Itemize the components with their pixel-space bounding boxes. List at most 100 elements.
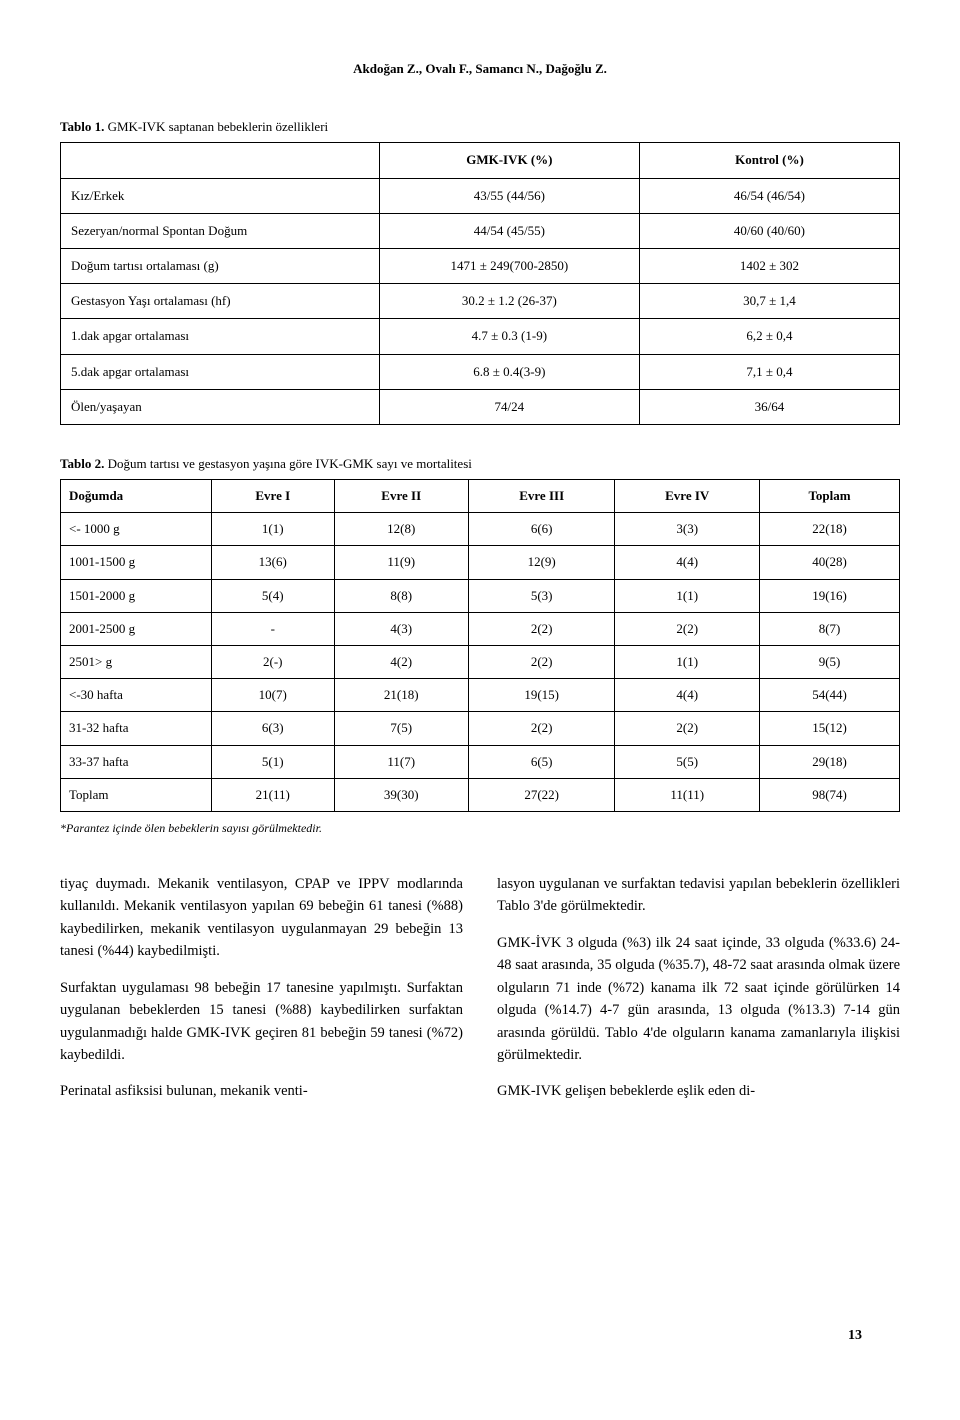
table1-cell-gmk: 4.7 ± 0.3 (1-9) xyxy=(379,319,639,354)
left-column: tiyaç duymadı. Mekanik ventilasyon, CPAP… xyxy=(60,873,463,1117)
table2-caption: Tablo 2. Doğum tartısı ve gestasyon yaşı… xyxy=(60,455,900,473)
table2-cell: 1(1) xyxy=(615,646,760,679)
table1-cell-gmk: 44/54 (45/55) xyxy=(379,213,639,248)
table-row: Kız/Erkek43/55 (44/56)46/54 (46/54) xyxy=(61,178,900,213)
table-row: 1501-2000 g5(4)8(8)5(3)1(1)19(16) xyxy=(61,579,900,612)
table2-cell: 40(28) xyxy=(760,546,900,579)
table1-cell-gmk: 1471 ± 249(700-2850) xyxy=(379,248,639,283)
table2: DoğumdaEvre IEvre IIEvre IIIEvre IVTopla… xyxy=(60,479,900,812)
table2-cell: 7(5) xyxy=(334,712,468,745)
table2-cell: 4(2) xyxy=(334,646,468,679)
table2-cell: 31-32 hafta xyxy=(61,712,212,745)
right-column: lasyon uygulanan ve surfaktan tedavisi y… xyxy=(497,873,900,1117)
table2-cell: 4(3) xyxy=(334,612,468,645)
table2-cell: 54(44) xyxy=(760,679,900,712)
table1-head-kontrol: Kontrol (%) xyxy=(639,143,899,178)
table2-cell: 2001-2500 g xyxy=(61,612,212,645)
table2-cell: 19(15) xyxy=(468,679,614,712)
table2-cell: 19(16) xyxy=(760,579,900,612)
paragraph: Perinatal asfiksisi bulunan, mekanik ven… xyxy=(60,1080,463,1102)
table1-head-gmk: GMK-IVK (%) xyxy=(379,143,639,178)
table2-cell: 39(30) xyxy=(334,778,468,811)
table2-cell: 8(8) xyxy=(334,579,468,612)
table-row: 5.dak apgar ortalaması6.8 ± 0.4(3-9)7,1 … xyxy=(61,354,900,389)
table2-cell: 5(3) xyxy=(468,579,614,612)
table1-cell-gmk: 6.8 ± 0.4(3-9) xyxy=(379,354,639,389)
table1-cell-kontrol: 46/54 (46/54) xyxy=(639,178,899,213)
table2-cell: 11(7) xyxy=(334,745,468,778)
table2-cell: 9(5) xyxy=(760,646,900,679)
table2-cell: 3(3) xyxy=(615,513,760,546)
table-row: <-30 hafta10(7)21(18)19(15)4(4)54(44) xyxy=(61,679,900,712)
table2-cell: 11(11) xyxy=(615,778,760,811)
paragraph: GMK-IVK gelişen bebeklerde eşlik eden di… xyxy=(497,1080,900,1102)
table2-cell: 1(1) xyxy=(212,513,334,546)
table2-cell: 12(8) xyxy=(334,513,468,546)
table2-cell: 33-37 hafta xyxy=(61,745,212,778)
table-row: 2001-2500 g-4(3)2(2)2(2)8(7) xyxy=(61,612,900,645)
table-row: 33-37 hafta5(1)11(7)6(5)5(5)29(18) xyxy=(61,745,900,778)
table2-cell: 29(18) xyxy=(760,745,900,778)
table1-head-blank xyxy=(61,143,380,178)
table2-cell: 2(2) xyxy=(468,612,614,645)
table-row: 1.dak apgar ortalaması4.7 ± 0.3 (1-9)6,2… xyxy=(61,319,900,354)
table2-cell: 2(2) xyxy=(468,712,614,745)
table2-cell: 2501> g xyxy=(61,646,212,679)
table-row: Gestasyon Yaşı ortalaması (hf)30.2 ± 1.2… xyxy=(61,284,900,319)
paragraph: Surfaktan uygulaması 98 bebeğin 17 tanes… xyxy=(60,977,463,1067)
table2-cell: 27(22) xyxy=(468,778,614,811)
table2-header-cell: Evre I xyxy=(212,480,334,513)
table2-cell: - xyxy=(212,612,334,645)
table-row: Doğum tartısı ortalaması (g)1471 ± 249(7… xyxy=(61,248,900,283)
table1-cell-gmk: 74/24 xyxy=(379,389,639,424)
table-row: <- 1000 g1(1)12(8)6(6)3(3)22(18) xyxy=(61,513,900,546)
table2-footnote: *Parantez içinde ölen bebeklerin sayısı … xyxy=(60,820,900,837)
paragraph: lasyon uygulanan ve surfaktan tedavisi y… xyxy=(497,873,900,918)
table1-cell-gmk: 43/55 (44/56) xyxy=(379,178,639,213)
table2-cell: 5(4) xyxy=(212,579,334,612)
table2-cell: 12(9) xyxy=(468,546,614,579)
table2-cell: 13(6) xyxy=(212,546,334,579)
table-row: Ölen/yaşayan74/2436/64 xyxy=(61,389,900,424)
table1-row-label: Sezeryan/normal Spontan Doğum xyxy=(61,213,380,248)
table2-header-cell: Evre IV xyxy=(615,480,760,513)
table2-cell: 6(3) xyxy=(212,712,334,745)
table2-cell: 10(7) xyxy=(212,679,334,712)
table2-cell: <- 1000 g xyxy=(61,513,212,546)
table1-cell-kontrol: 30,7 ± 1,4 xyxy=(639,284,899,319)
paragraph: tiyaç duymadı. Mekanik ventilasyon, CPAP… xyxy=(60,873,463,963)
table1-cell-kontrol: 1402 ± 302 xyxy=(639,248,899,283)
table2-cell: 15(12) xyxy=(760,712,900,745)
table-row: Sezeryan/normal Spontan Doğum44/54 (45/5… xyxy=(61,213,900,248)
table2-cell: 22(18) xyxy=(760,513,900,546)
table2-cell: 2(2) xyxy=(468,646,614,679)
table1-cell-kontrol: 40/60 (40/60) xyxy=(639,213,899,248)
table2-caption-rest: Doğum tartısı ve gestasyon yaşına göre I… xyxy=(104,456,472,471)
table1-row-label: Doğum tartısı ortalaması (g) xyxy=(61,248,380,283)
table1-row-label: Kız/Erkek xyxy=(61,178,380,213)
table2-caption-bold: Tablo 2. xyxy=(60,456,104,471)
table2-cell: 6(6) xyxy=(468,513,614,546)
table2-cell: 1(1) xyxy=(615,579,760,612)
table2-cell: 11(9) xyxy=(334,546,468,579)
table1-caption: Tablo 1. GMK-IVK saptanan bebeklerin öze… xyxy=(60,118,900,136)
table2-cell: 2(2) xyxy=(615,712,760,745)
table2-cell: 8(7) xyxy=(760,612,900,645)
table2-cell: 6(5) xyxy=(468,745,614,778)
table2-header-cell: Evre II xyxy=(334,480,468,513)
table-row: 31-32 hafta6(3)7(5)2(2)2(2)15(12) xyxy=(61,712,900,745)
table1-caption-bold: Tablo 1. xyxy=(60,119,104,134)
table-row: 2501> g2(-)4(2)2(2)1(1)9(5) xyxy=(61,646,900,679)
table2-cell: 1501-2000 g xyxy=(61,579,212,612)
table2-header-cell: Doğumda xyxy=(61,480,212,513)
table2-cell: 5(1) xyxy=(212,745,334,778)
table2-cell: 4(4) xyxy=(615,546,760,579)
table1-cell-kontrol: 7,1 ± 0,4 xyxy=(639,354,899,389)
body-columns: tiyaç duymadı. Mekanik ventilasyon, CPAP… xyxy=(60,873,900,1117)
page-number: 13 xyxy=(848,1326,862,1346)
table2-cell: 98(74) xyxy=(760,778,900,811)
table1: GMK-IVK (%) Kontrol (%) Kız/Erkek43/55 (… xyxy=(60,142,900,425)
author-line: Akdoğan Z., Ovalı F., Samancı N., Dağoğl… xyxy=(60,60,900,78)
table2-cell: 21(18) xyxy=(334,679,468,712)
table-row: 1001-1500 g13(6)11(9)12(9)4(4)40(28) xyxy=(61,546,900,579)
